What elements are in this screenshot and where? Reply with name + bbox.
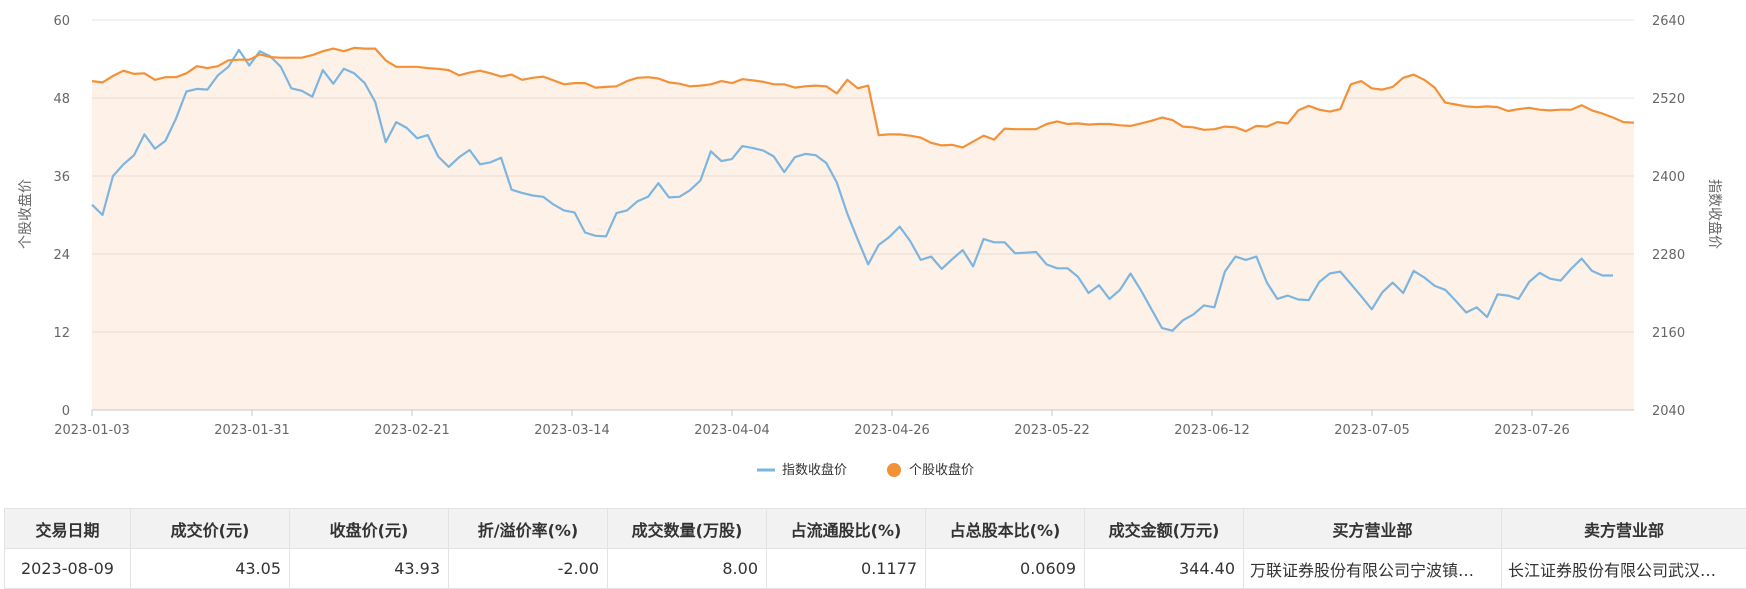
cell-buyer[interactable]: 万联证券股份有限公司宁波镇…: [1243, 548, 1502, 589]
legend-stock-dot-icon: [887, 463, 901, 477]
x-tick-label: 2023-03-14: [534, 423, 610, 438]
cell-trade-date: 2023-08-09: [4, 548, 131, 589]
cell-volume: 8.00: [607, 548, 767, 589]
x-tick-label: 2023-01-31: [214, 423, 290, 438]
area-fill-layer: [92, 47, 1634, 411]
x-tick-label: 2023-02-21: [374, 423, 450, 438]
y-right-tick-label: 2640: [1652, 14, 1685, 29]
x-tick-label: 2023-06-12: [1174, 423, 1250, 438]
header-close-price[interactable]: 收盘价(元): [289, 508, 449, 549]
cell-float-ratio: 0.1177: [766, 548, 926, 589]
cell-total-ratio: 0.0609: [925, 548, 1085, 589]
legend-stock-label: 个股收盘价: [909, 462, 974, 478]
x-ticks: 2023-01-03 2023-01-31 2023-02-21 2023-03-14…: [54, 410, 1570, 438]
header-volume[interactable]: 成交数量(万股): [607, 508, 767, 549]
cell-close-price: 43.93: [289, 548, 449, 589]
y-left-axis-title: 个股收盘价: [17, 179, 34, 249]
y-left-tick-label: 12: [53, 326, 70, 341]
index-series-line: [91, 48, 1613, 332]
stock-area-fill: [92, 47, 1634, 411]
cell-amount: 344.40: [1084, 548, 1244, 589]
header-float-ratio[interactable]: 占流通股比(%): [766, 508, 926, 549]
cell-discount-rate: -2.00: [448, 548, 608, 589]
y-right-tick-label: 2280: [1652, 248, 1685, 263]
y-left-tick-label: 0: [62, 404, 70, 419]
y-left-tick-label: 48: [53, 92, 70, 107]
y-right-ticks: 2040 2160 2280 2400 2520 2640: [1652, 14, 1685, 419]
y-right-tick-label: 2040: [1652, 404, 1685, 419]
legend-index-label: 指数收盘价: [782, 462, 847, 478]
y-left-tick-label: 36: [53, 170, 70, 185]
header-trade-date[interactable]: 交易日期: [4, 508, 131, 549]
table-header-row: 交易日期 成交价(元) 收盘价(元) 折/溢价率(%) 成交数量(万股) 占流通…: [4, 508, 1746, 549]
header-trade-price[interactable]: 成交价(元): [130, 508, 290, 549]
x-tick-label: 2023-07-05: [1334, 423, 1410, 438]
x-tick-label: 2023-05-22: [1014, 423, 1090, 438]
y-left-ticks: 0 12 24 36 48 60: [53, 14, 70, 419]
line-chart: 0 12 24 36 48 60 2040 2160 2280 2400 2520 2640 202…: [17, 14, 1723, 478]
chart-area: 0 12 24 36 48 60 2040 2160 2280 2400 2520 2640 202…: [17, 14, 1723, 478]
legend-item-stock[interactable]: 个股收盘价: [887, 462, 974, 478]
header-seller[interactable]: 卖方营业部: [1501, 508, 1746, 549]
x-tick-label: 2023-01-03: [54, 423, 130, 438]
x-tick-label: 2023-04-04: [694, 423, 770, 438]
y-right-tick-label: 2160: [1652, 326, 1685, 341]
header-discount-rate[interactable]: 折/溢价率(%): [448, 508, 608, 549]
block-trade-table: 交易日期 成交价(元) 收盘价(元) 折/溢价率(%) 成交数量(万股) 占流通…: [4, 508, 1746, 589]
legend-item-index[interactable]: 指数收盘价: [757, 462, 847, 478]
cell-seller[interactable]: 长江证券股份有限公司武汉…: [1501, 548, 1746, 589]
legend: 指数收盘价 个股收盘价: [757, 462, 974, 478]
y-left-tick-label: 60: [53, 14, 70, 29]
header-total-ratio[interactable]: 占总股本比(%): [925, 508, 1085, 549]
series-lines: [91, 46, 1635, 332]
table-row: 2023-08-09 43.05 43.93 -2.00 8.00 0.1177…: [4, 548, 1746, 589]
y-right-tick-label: 2400: [1652, 170, 1685, 185]
y-right-tick-label: 2520: [1652, 92, 1685, 107]
header-amount[interactable]: 成交金额(万元): [1084, 508, 1244, 549]
x-tick-label: 2023-04-26: [854, 423, 930, 438]
header-buyer[interactable]: 买方营业部: [1243, 508, 1502, 549]
y-left-tick-label: 24: [53, 248, 70, 263]
y-right-axis-title: 指数收盘价: [1706, 179, 1723, 249]
stock-series-line: [91, 46, 1635, 149]
x-tick-label: 2023-07-26: [1494, 423, 1570, 438]
cell-trade-price: 43.05: [130, 548, 290, 589]
